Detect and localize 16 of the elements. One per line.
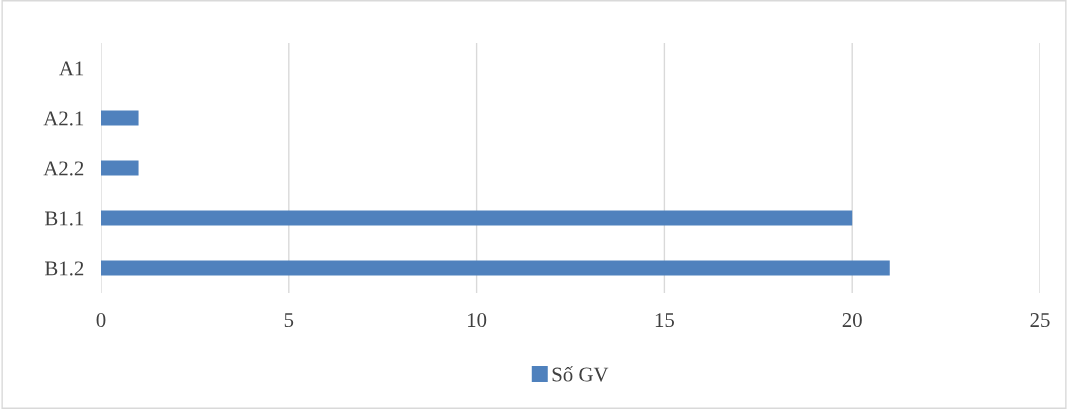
bar [101, 110, 139, 126]
y-tick-label: A2.2 [43, 161, 84, 176]
x-tick-label: 20 [842, 313, 862, 328]
x-tick-label: 25 [1030, 313, 1050, 328]
x-tick-label: 5 [284, 313, 294, 328]
bar [101, 210, 853, 226]
bar [101, 260, 890, 276]
x-tick-label: 0 [96, 313, 106, 328]
x-tick-label: 10 [468, 313, 487, 328]
y-tick-label: B1.2 [44, 261, 84, 276]
y-tick-label: B1.1 [44, 211, 84, 226]
y-tick-label: A1 [59, 61, 84, 76]
x-tick-label: 15 [655, 313, 674, 328]
bar [101, 160, 139, 176]
y-tick-label: A2.1 [43, 111, 84, 126]
legend-label: Số GV [552, 366, 609, 382]
